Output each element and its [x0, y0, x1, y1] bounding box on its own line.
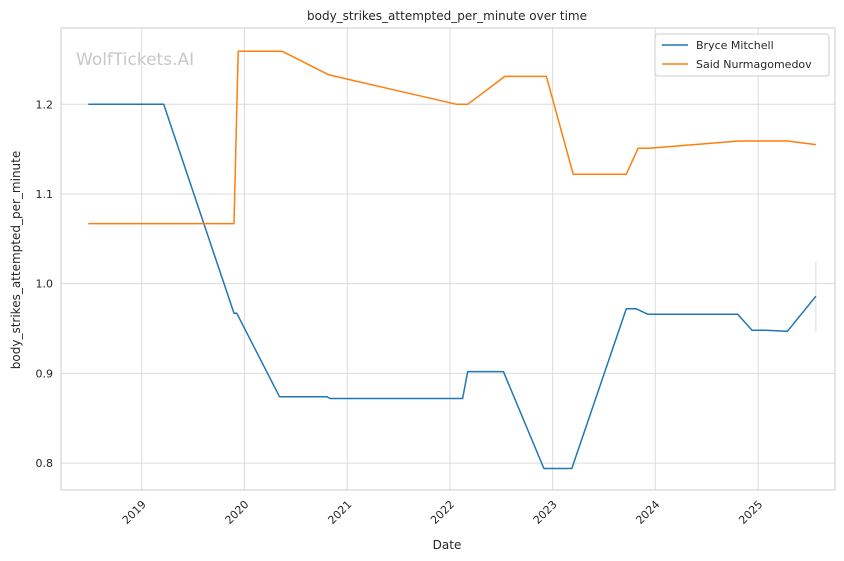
series-line-said-nurmagomedov — [88, 50, 816, 225]
y-tick-label: 1.1 — [36, 188, 54, 201]
series-lines — [88, 50, 817, 470]
y-axis-title: body_strikes_attempted_per_minute — [9, 151, 23, 369]
watermark: WolfTickets.AI — [76, 50, 194, 70]
y-tick-label: 1.2 — [36, 98, 54, 111]
x-tick-label: 2022 — [428, 498, 457, 527]
x-tick-label: 2021 — [325, 498, 354, 527]
x-tick-label: 2019 — [120, 498, 149, 527]
y-tick-labels: 0.8 0.9 1.0 1.1 1.2 — [36, 98, 54, 470]
x-tick-label: 2023 — [531, 498, 560, 527]
x-tick-label: 2024 — [633, 498, 662, 527]
y-tick-label: 0.9 — [36, 367, 54, 380]
legend-label: Said Nurmagomedov — [696, 58, 812, 71]
x-tick-labels: 2019 2020 2021 2022 2023 2024 2025 — [120, 498, 765, 527]
x-tick-label: 2020 — [223, 498, 252, 527]
x-tick-label: 2025 — [736, 498, 765, 527]
chart-title: body_strikes_attempted_per_minute over t… — [307, 9, 587, 23]
legend-box — [654, 33, 830, 77]
y-tick-label: 0.8 — [36, 457, 54, 470]
legend-label: Bryce Mitchell — [696, 39, 774, 52]
grid-lines — [61, 28, 835, 490]
y-tick-label: 1.0 — [36, 278, 54, 291]
legend: Bryce Mitchell Said Nurmagomedov — [654, 33, 830, 77]
plot-frame — [60, 27, 836, 491]
x-axis-title: Date — [433, 538, 462, 552]
series-line-bryce-mitchell — [88, 103, 817, 470]
